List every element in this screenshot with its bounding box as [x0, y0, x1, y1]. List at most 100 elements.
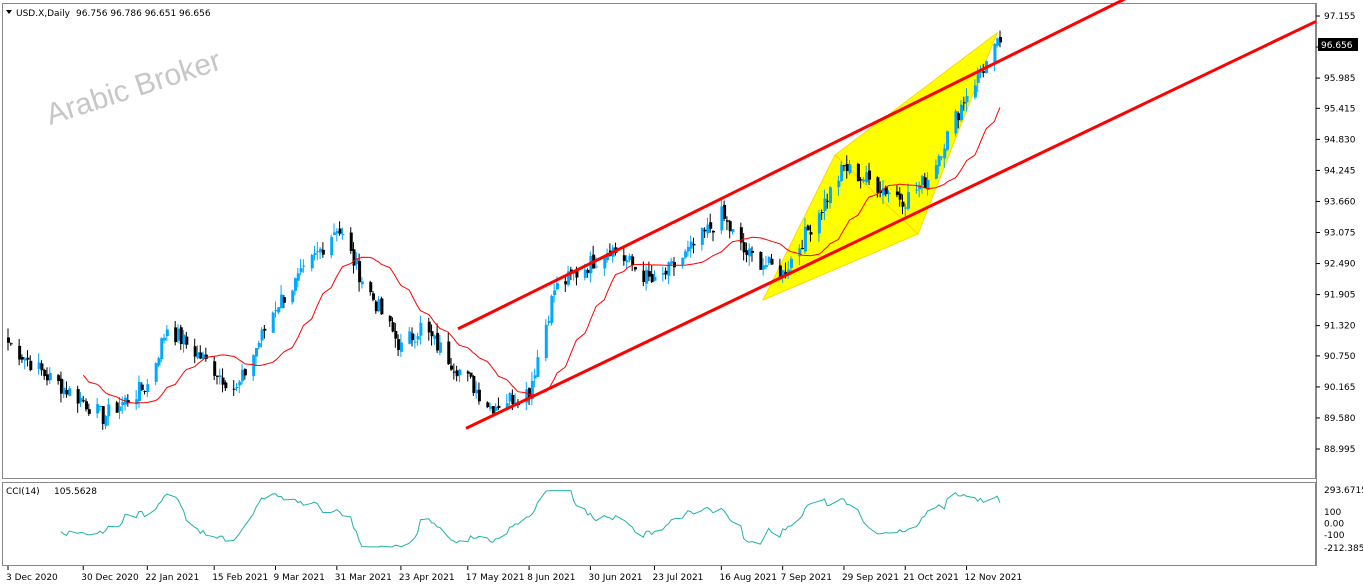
- candle-body: [778, 265, 782, 279]
- candle-body: [965, 96, 969, 103]
- candle-body: [76, 389, 80, 404]
- candle-body: [107, 404, 111, 417]
- current-price-tag: [1318, 38, 1358, 51]
- candle-body: [645, 269, 649, 284]
- candle-body: [809, 232, 813, 235]
- candle-body: [43, 369, 47, 377]
- candle-body: [154, 363, 158, 382]
- channel-lower-line[interactable]: [465, 20, 1317, 430]
- candle-body: [294, 278, 298, 291]
- candle-body: [926, 179, 930, 190]
- y-tick-label: 90.165: [1324, 383, 1356, 393]
- candle-body: [218, 375, 222, 378]
- collapse-triangle-icon[interactable]: [6, 10, 12, 14]
- candle-body: [57, 375, 61, 381]
- candle-body: [489, 406, 493, 409]
- candle-body: [650, 274, 654, 282]
- candle-body: [391, 322, 395, 332]
- candle-body: [7, 337, 10, 343]
- candle-body: [887, 192, 891, 194]
- candle-body: [436, 332, 440, 351]
- candle-body: [868, 170, 872, 180]
- candle-body: [770, 258, 774, 265]
- cci-axis-label: -100: [1324, 531, 1345, 541]
- candle-body: [46, 374, 50, 381]
- candle-body: [165, 329, 169, 337]
- candle-body: [65, 389, 69, 395]
- candle-body: [979, 72, 983, 74]
- price-channel: [457, 0, 1317, 430]
- candle-body: [865, 172, 869, 183]
- candle-body: [798, 248, 802, 257]
- candle-body: [664, 270, 668, 275]
- candle-body: [915, 189, 919, 191]
- candle-body: [976, 71, 980, 83]
- candle-body: [411, 333, 415, 341]
- candle-body: [982, 71, 986, 73]
- candle-body: [764, 265, 768, 268]
- candle-body: [255, 347, 258, 357]
- candle-body: [252, 355, 256, 377]
- candle-body: [547, 321, 551, 323]
- candle-body: [767, 256, 771, 263]
- x-tick-label: 17 May 2021: [466, 573, 525, 583]
- candle-body: [238, 381, 242, 386]
- candle-body: [263, 328, 267, 331]
- candle-body: [544, 324, 548, 358]
- candle-body: [199, 352, 203, 359]
- candle-body: [157, 358, 161, 366]
- candle-body: [215, 375, 219, 377]
- candle-body: [319, 248, 323, 253]
- candle-body: [137, 382, 141, 402]
- candle-body: [135, 399, 139, 405]
- candle-body: [999, 36, 1002, 43]
- candle-body: [856, 163, 860, 182]
- candle-body: [586, 269, 590, 273]
- channel-upper-line[interactable]: [457, 0, 1126, 331]
- candle-body: [837, 180, 841, 188]
- candle-body: [419, 322, 423, 336]
- candle-body: [692, 243, 696, 246]
- x-tick-label: 30 Jun 2021: [588, 573, 642, 583]
- candle-body: [140, 384, 144, 391]
- candle-body: [101, 406, 105, 424]
- candle-body: [923, 177, 927, 189]
- candle-body: [118, 406, 122, 411]
- y-tick-label: 93.660: [1324, 197, 1356, 207]
- y-tick-label: 97.155: [1324, 12, 1356, 22]
- candle-body: [996, 38, 1000, 46]
- candle-body: [20, 357, 24, 360]
- candle-body: [787, 269, 791, 274]
- candle-body: [494, 406, 498, 411]
- candle-body: [762, 265, 766, 270]
- x-tick-label: 15 Feb 2021: [212, 573, 268, 583]
- candle-body: [413, 341, 417, 343]
- candle-body: [508, 392, 512, 402]
- candle-body: [146, 384, 150, 393]
- candle-body: [594, 266, 598, 268]
- candle-body: [341, 234, 345, 236]
- candle-body: [85, 401, 89, 410]
- candle-body: [686, 247, 690, 252]
- candle-body: [973, 85, 977, 98]
- y-tick-label: 95.415: [1324, 104, 1356, 114]
- candle-body: [174, 327, 178, 342]
- candle-body: [388, 316, 392, 322]
- x-tick-label: 3 Dec 2020: [6, 573, 58, 583]
- candle-body: [360, 281, 364, 285]
- candle-body: [681, 257, 685, 265]
- candle-body: [954, 110, 958, 134]
- candle-body: [399, 342, 403, 352]
- candle-body: [40, 363, 44, 371]
- candle-body: [458, 369, 462, 376]
- candle-body: [475, 389, 479, 394]
- candle-body: [98, 405, 102, 407]
- candle-body: [672, 262, 676, 268]
- candle-body: [728, 221, 732, 232]
- candle-body: [430, 331, 434, 337]
- candle-body: [525, 389, 529, 403]
- candle-body: [469, 372, 473, 377]
- candle-body: [706, 224, 710, 234]
- candle-body: [355, 258, 359, 265]
- candle-body: [377, 299, 381, 312]
